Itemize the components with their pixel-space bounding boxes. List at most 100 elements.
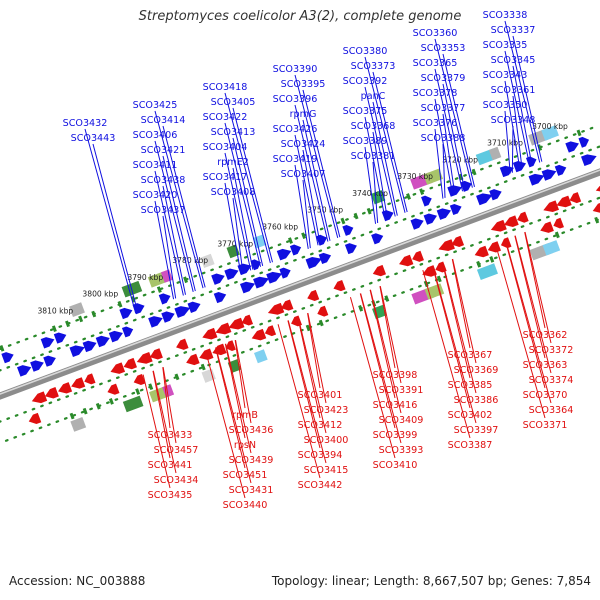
- gene-arrow-shape: [71, 377, 86, 389]
- feature-block: [488, 146, 502, 161]
- gene-leader-line: [234, 340, 246, 409]
- upper-gene-label: SCO3345: [491, 55, 536, 66]
- gene-tick: [148, 383, 154, 391]
- gene-arrow-shape: [267, 302, 285, 315]
- lower-gene-label: SCO3401: [298, 390, 343, 401]
- gene-arrow: [318, 252, 332, 264]
- gene-tick: [554, 231, 560, 239]
- gene-leader-line: [235, 340, 252, 424]
- gene-leader-line: [307, 313, 321, 389]
- gene-leader-line: [369, 289, 402, 414]
- lower-gene-label: SCO3451: [223, 470, 268, 481]
- gene-arrow-shape: [289, 244, 302, 256]
- gene-leader-line: [452, 258, 477, 364]
- lower-gene-label: SCO3391: [379, 385, 424, 396]
- gene-tick-rect: [406, 193, 411, 200]
- gene-tick-rect: [305, 324, 311, 332]
- gene-tick-rect: [476, 260, 482, 268]
- gene-arrow-shape: [224, 268, 239, 280]
- gene-tick-rect: [108, 398, 114, 405]
- guide-dotted-line: [0, 126, 596, 351]
- lower-gene-label: SCO3415: [304, 465, 349, 476]
- gene-tick: [436, 275, 442, 283]
- lower-gene-label: SCO3400: [304, 435, 349, 446]
- gene-arrow: [186, 353, 200, 366]
- gene-tick-rect: [419, 188, 425, 195]
- scale-label: 3780 kbp: [172, 256, 208, 265]
- upper-gene-label: SCO3380: [343, 46, 388, 57]
- gene-leader-line: [349, 297, 396, 459]
- gene-arrow: [595, 180, 600, 193]
- gene-leader-line: [224, 92, 271, 264]
- gene-arrow-shape: [176, 338, 189, 350]
- upper-gene-label: SCO3408: [211, 187, 256, 198]
- gene-arrow-shape: [212, 343, 227, 356]
- gene-arrow-shape: [281, 299, 294, 311]
- gene-leader-line: [294, 134, 319, 246]
- lower-gene-label: SCO3399: [373, 430, 418, 441]
- gene-tick-rect: [51, 325, 57, 333]
- gene-arrow-shape: [578, 136, 590, 148]
- gene-leader-line: [504, 239, 552, 404]
- scale-label: 3730 kbp: [397, 172, 433, 181]
- gene-leader-line: [434, 38, 473, 188]
- feature-block-rect: [200, 253, 215, 269]
- gene-arrow: [281, 299, 294, 311]
- upper-gene-label: SCO3417: [203, 172, 248, 183]
- gene-arrow: [241, 314, 254, 326]
- gene-arrow: [82, 340, 97, 353]
- upper-gene-label: SCO3432: [63, 118, 108, 129]
- gene-leader-line: [232, 197, 244, 274]
- gene-arrow-shape: [474, 245, 489, 258]
- gene-arrow: [342, 225, 354, 236]
- upper-gene-label: SCO3348: [491, 115, 536, 126]
- gene-tick-rect: [366, 207, 372, 215]
- gene-arrow: [174, 306, 191, 318]
- gene-arrow-shape: [136, 352, 153, 364]
- upper-gene-label: SCO3350: [483, 100, 528, 111]
- gene-arrow-shape: [421, 195, 432, 207]
- gene-leader-line: [225, 343, 252, 454]
- gene-leader-line: [372, 71, 408, 213]
- upper-gene-label: SCO3378: [413, 88, 458, 99]
- gene-arrow: [110, 362, 126, 374]
- gene-arrow: [53, 332, 67, 344]
- gene-arrow-shape: [82, 340, 97, 353]
- feature-block-rect: [476, 263, 498, 281]
- gene-tick: [366, 207, 372, 215]
- gene-arrow-shape: [540, 221, 554, 233]
- gene-arrow: [148, 316, 163, 328]
- gene-arrow: [276, 248, 292, 261]
- gene-leader-line: [504, 110, 511, 174]
- lower-gene-label: SCO3362: [523, 330, 568, 341]
- gene-arrow-shape: [58, 382, 73, 394]
- gene-arrow: [224, 268, 239, 280]
- gene-leader-line: [432, 266, 471, 409]
- gene-arrow: [251, 328, 267, 341]
- gene-arrow-shape: [305, 257, 322, 269]
- gene-arrow: [489, 189, 502, 201]
- upper-gene-label: SCO3390: [273, 64, 318, 75]
- gene-leader-line: [504, 80, 521, 170]
- gene-tick: [419, 188, 425, 195]
- gene-tick: [288, 237, 293, 244]
- gene-arrow-shape: [543, 200, 560, 213]
- gene-tick: [305, 324, 311, 332]
- gene-leader-line: [379, 286, 396, 369]
- gene-arrow: [30, 360, 44, 372]
- gene-tick-rect: [174, 373, 180, 381]
- gene-tick-rect: [65, 320, 70, 328]
- gene-leader-line: [442, 83, 466, 191]
- gene-leader-line: [297, 316, 327, 434]
- gene-arrow: [250, 259, 261, 271]
- gene-leader-line: [162, 125, 206, 288]
- gene-tick: [69, 412, 75, 420]
- upper-gene-label: SCO3392: [343, 76, 388, 87]
- gene-arrow-shape: [476, 193, 493, 206]
- gene-arrow: [569, 192, 582, 204]
- gene-leader-line: [154, 140, 194, 292]
- gene-arrow: [266, 271, 283, 284]
- gene-tick: [95, 402, 101, 410]
- gene-leader-line: [514, 235, 552, 374]
- gene-tick: [489, 256, 495, 263]
